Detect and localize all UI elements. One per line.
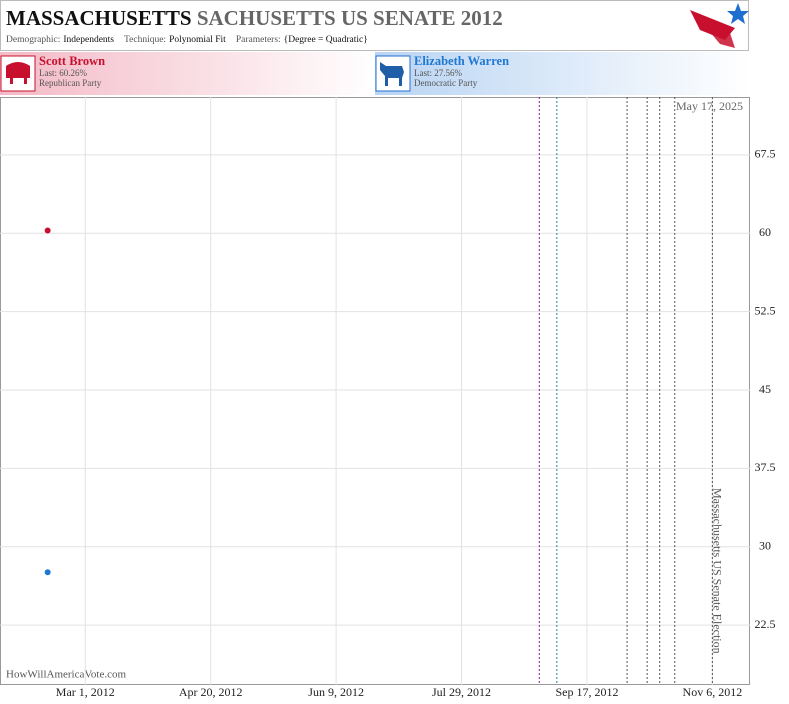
x-tick-label: Jul 29, 2012 (432, 685, 491, 699)
source: HowWillAmericaVote.com (6, 669, 126, 681)
y-tick-label: 37.5 (755, 460, 776, 474)
event-label: Massachusetts US Senate Election (711, 488, 725, 654)
title: MASSACHUSETTS SACHUSETTS US SENATE 2012 (6, 6, 503, 30)
title-main: MASSACHUSETTS (6, 6, 192, 30)
y-tick-label: 67.5 (755, 147, 776, 161)
point (44, 569, 51, 576)
subtitle-value: {Degree = Quadratic} (284, 35, 368, 45)
dem-name: Elizabeth Warren (414, 54, 509, 68)
subtitle: Demographic: Independents Technique: Polyno… (6, 35, 368, 45)
dem-panel (375, 52, 750, 95)
y-tick-label: 22.5 (755, 617, 776, 631)
y-tick-label: 45 (759, 382, 771, 396)
rep-name: Scott Brown (39, 54, 105, 68)
x-tick-label: Nov 6, 2012 (683, 685, 743, 699)
x-tick-label: Mar 1, 2012 (56, 685, 115, 699)
y-tick-label: 60 (759, 225, 771, 239)
date-stamp: May 17, 2025 (676, 99, 743, 113)
subtitle-value: Polynomial Fit (169, 35, 226, 45)
subtitle-label: Demographic: (6, 35, 60, 45)
header (0, 0, 749, 51)
x-tick-label: Sep 17, 2012 (555, 685, 618, 699)
x-tick-label: Apr 20, 2012 (179, 685, 243, 699)
rep-party: Republican Party (39, 78, 102, 88)
rep-last: Last: 60.26% (39, 68, 87, 78)
title-rest: SACHUSETTS US SENATE 2012 (197, 6, 503, 30)
subtitle-label: Parameters: (236, 35, 281, 45)
x-tick-label: Jun 9, 2012 (308, 685, 364, 699)
dem-party: Democratic Party (414, 78, 478, 88)
y-tick-label: 52.5 (755, 303, 776, 317)
plot-frame (0, 97, 750, 685)
rep-panel (0, 52, 375, 95)
y-tick-label: 30 (759, 539, 771, 553)
subtitle-label: Technique: (124, 35, 166, 45)
elephant (6, 62, 30, 84)
point (44, 227, 51, 234)
subtitle-value: Independents (63, 35, 114, 45)
donkey (380, 62, 404, 86)
dem-last: Last: 27.56% (414, 68, 462, 78)
logo (690, 3, 749, 48)
